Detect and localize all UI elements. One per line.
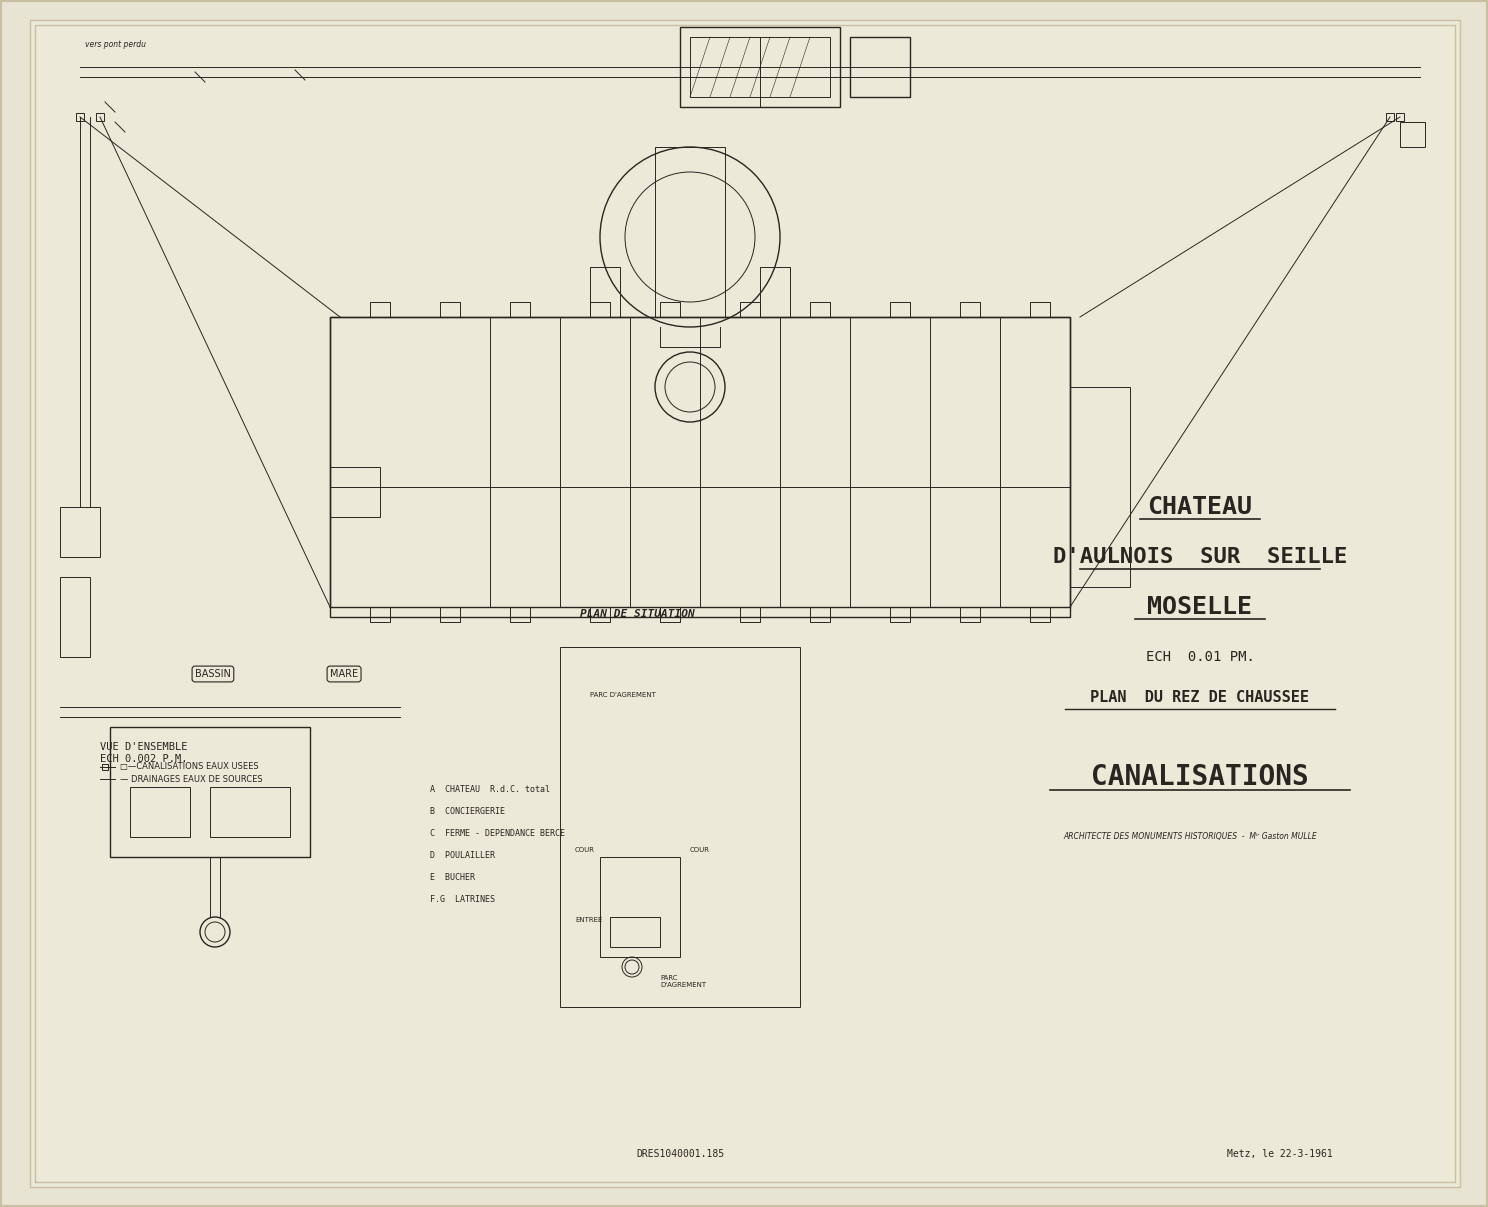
Bar (76, 113, 83, 121)
Bar (60, 507, 100, 556)
Text: PLAN  DU REZ DE CHAUSSEE: PLAN DU REZ DE CHAUSSEE (1091, 689, 1309, 705)
Text: VUE D'ENSEMBLE
ECH 0.002 P.M.: VUE D'ENSEMBLE ECH 0.002 P.M. (100, 742, 187, 764)
Bar (1070, 387, 1129, 587)
Text: BASSIN: BASSIN (195, 669, 231, 680)
Bar (330, 317, 1070, 617)
Text: Metz, le 22-3-1961: Metz, le 22-3-1961 (1228, 1149, 1333, 1159)
Text: PLAN DE SITUATION: PLAN DE SITUATION (580, 610, 695, 619)
Text: C  FERME - DEPENDANCE BERCE: C FERME - DEPENDANCE BERCE (430, 829, 565, 838)
Bar (129, 787, 190, 836)
Text: vers pont perdu: vers pont perdu (85, 40, 146, 49)
Bar (610, 917, 661, 947)
Bar (110, 727, 310, 857)
Text: D'AULNOIS  SUR  SEILLE: D'AULNOIS SUR SEILLE (1054, 547, 1347, 567)
Text: CANALISATIONS: CANALISATIONS (1091, 763, 1309, 791)
Text: CHATEAU: CHATEAU (1147, 495, 1253, 519)
Bar (600, 857, 680, 957)
Text: ENTREE: ENTREE (574, 917, 603, 923)
Text: PARC
D'AGREMENT: PARC D'AGREMENT (661, 975, 707, 989)
Bar (850, 37, 911, 97)
Text: ARCHITECTE DES MONUMENTS HISTORIQUES  -  Mᴵʳ Gaston MULLE: ARCHITECTE DES MONUMENTS HISTORIQUES - M… (1062, 833, 1317, 841)
Bar (559, 647, 801, 1007)
Text: DRES1040001.185: DRES1040001.185 (635, 1149, 725, 1159)
Text: ECH  0.01 PM.: ECH 0.01 PM. (1146, 651, 1254, 664)
Bar (1396, 113, 1405, 121)
Bar (690, 37, 830, 97)
Bar (1385, 113, 1394, 121)
Text: □—CANALISATIONS EAUX USEES: □—CANALISATIONS EAUX USEES (121, 763, 259, 771)
Text: F.G  LATRINES: F.G LATRINES (430, 896, 496, 904)
Bar (103, 764, 109, 770)
Bar (210, 787, 290, 836)
Text: E  BUCHER: E BUCHER (430, 873, 475, 882)
Text: A  CHATEAU  R.d.C. total: A CHATEAU R.d.C. total (430, 785, 551, 794)
Text: — DRAINAGES EAUX DE SOURCES: — DRAINAGES EAUX DE SOURCES (121, 775, 262, 783)
Bar (680, 27, 841, 107)
Bar (60, 577, 89, 657)
Text: PARC D'AGREMENT: PARC D'AGREMENT (591, 692, 656, 698)
Text: COUR: COUR (574, 847, 595, 853)
Polygon shape (30, 21, 1460, 1186)
Bar (1400, 122, 1426, 147)
Text: D  POULAILLER: D POULAILLER (430, 851, 496, 861)
Text: B  CONCIERGERIE: B CONCIERGERIE (430, 807, 504, 816)
Bar (97, 113, 104, 121)
Text: MARE: MARE (330, 669, 359, 680)
Text: MOSELLE: MOSELLE (1147, 595, 1253, 619)
Text: COUR: COUR (690, 847, 710, 853)
